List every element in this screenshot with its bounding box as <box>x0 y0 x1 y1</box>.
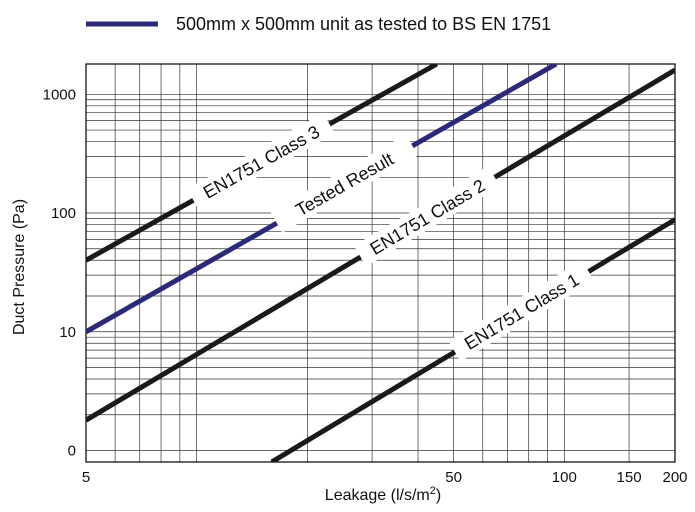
legend: 500mm x 500mm unit as tested to BS EN 17… <box>86 14 551 34</box>
x-tick-label: 100 <box>552 469 577 486</box>
y-tick-label: 0 <box>68 442 76 459</box>
series-label-text: Tested Result <box>292 149 397 220</box>
x-axis-label-sup: 2 <box>430 485 436 497</box>
x-axis-label-tail: ) <box>436 487 441 504</box>
legend-label: 500mm x 500mm unit as tested to BS EN 17… <box>176 14 551 34</box>
x-tick-label: 200 <box>662 469 687 486</box>
x-axis-label: Leakage (l/s/m2) <box>325 485 441 504</box>
x-tick-label: 150 <box>617 469 642 486</box>
series-label-en1751-class-1: EN1751 Class 1 <box>448 260 595 362</box>
series-label-text: EN1751 Class 2 <box>367 175 489 259</box>
series-label-text: EN1751 Class 3 <box>200 122 323 203</box>
x-tick-label: 5 <box>82 469 90 486</box>
tick-labels: 5 50 100 150 200 0 10 100 1000 <box>43 86 688 486</box>
series-lines <box>86 64 675 462</box>
y-tick-label: 1000 <box>43 86 76 103</box>
y-axis-label: Duct Pressure (Pa) <box>11 199 28 335</box>
plot-frame <box>85 63 676 463</box>
y-tick-label: 100 <box>51 205 76 222</box>
x-tick-label: 50 <box>445 469 462 486</box>
y-tick-label: 10 <box>59 324 76 341</box>
series-label-en1751-class-2: EN1751 Class 2 <box>353 166 501 267</box>
